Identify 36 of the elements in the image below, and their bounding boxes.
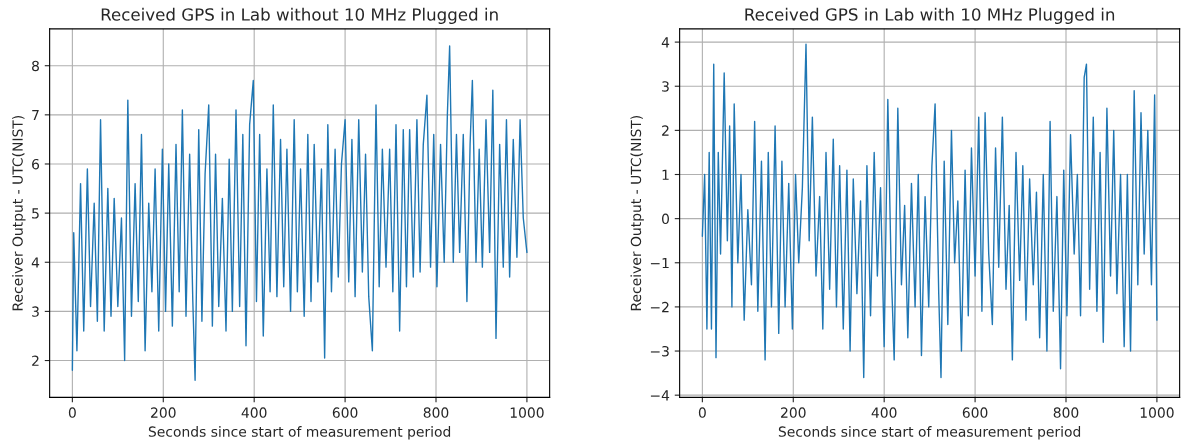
x-tick-label: 200 [781, 407, 806, 418]
x-tick-label: 0 [68, 407, 76, 418]
y-tick-label: 0 [662, 213, 669, 225]
y-tick-label: −2 [650, 301, 669, 313]
x-tick-label: 0 [698, 407, 706, 418]
x-tick-label: 200 [151, 407, 176, 418]
y-tick-label: 5 [32, 208, 39, 219]
x-tick-label: 600 [962, 407, 988, 418]
chart-title: Received GPS in Lab with 10 MHz Plugged in [745, 7, 1115, 24]
x-tick-label: 1000 [510, 407, 544, 418]
x-tick-label: 400 [871, 407, 897, 418]
y-tick-label: −4 [650, 390, 670, 401]
x-tick-label: 1000 [1140, 407, 1174, 418]
y-tick-label: 3 [32, 306, 39, 317]
y-axis-title: Receiver Output - UTC(NIST) [12, 115, 26, 311]
x-tick-label: 800 [423, 407, 449, 418]
y-tick-label: 4 [31, 257, 40, 268]
y-tick-label: 4 [661, 37, 670, 48]
x-tick-label: 800 [1053, 407, 1079, 418]
y-tick-label: 1 [662, 169, 669, 180]
y-tick-label: 8 [32, 60, 39, 72]
y-tick-label: −3 [650, 346, 669, 357]
chart-title: Received GPS in Lab without 10 MHz Plugged in [101, 7, 498, 24]
x-tick-label: 600 [332, 407, 358, 418]
y-tick-label: 2 [32, 355, 39, 366]
x-tick-label: 400 [241, 407, 267, 418]
y-tick-label: 2 [662, 125, 669, 136]
y-tick-label: 3 [662, 81, 669, 92]
y-tick-label: −1 [650, 257, 669, 269]
x-axis-title: Seconds since start of measurement period [148, 426, 451, 440]
y-axis-title: Receiver Output - UTC(NIST) [630, 115, 644, 311]
line-series [71, 45, 528, 381]
y-tick-label: 7 [32, 110, 39, 121]
y-tick-label: 6 [32, 158, 40, 170]
x-axis-title: Seconds since start of measurement period [778, 426, 1081, 440]
line-series [701, 43, 1158, 379]
